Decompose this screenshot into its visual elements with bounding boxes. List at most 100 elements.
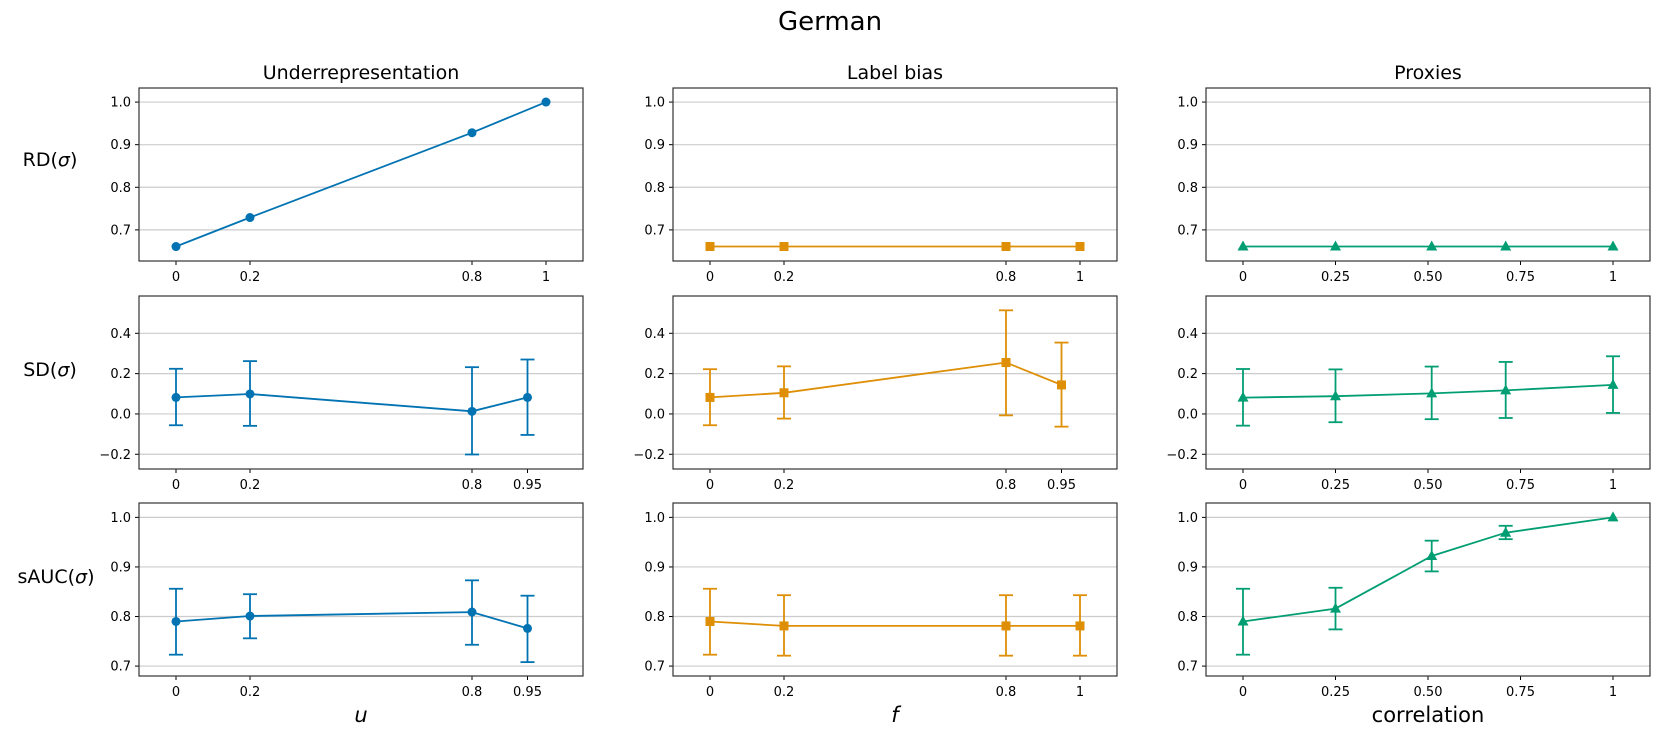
column-title-proxies: Proxies	[1394, 62, 1462, 84]
panel-rd-proxies: 0.7 0.8 0.9 1.0 0 0.25 0.50 0.75 1	[1177, 87, 1651, 285]
y-tick-label: 1.0	[644, 511, 665, 526]
row-label-sauc-name: sAUC	[18, 566, 68, 588]
y-tick-label: −0.2	[633, 448, 665, 463]
y-tick-label: 0.8	[110, 610, 131, 625]
data-point	[1330, 240, 1341, 251]
x-tick-label: 0.75	[1506, 270, 1535, 285]
data-point	[1075, 242, 1085, 252]
row-label-sauc: sAUC(σ)	[18, 566, 95, 588]
axes-frame	[138, 295, 584, 470]
y-tick-label: 1.0	[110, 96, 131, 111]
data-point	[1607, 240, 1619, 251]
data-point	[1500, 526, 1512, 537]
axes-frame	[672, 502, 1118, 677]
y-tick-label: 0.0	[644, 407, 665, 422]
column-title-underrepresentation: Underrepresentation	[263, 62, 460, 84]
panel-sd-underrepresentation: −0.2 0.0 0.2 0.4 0 0.2 0.8 0.95	[99, 295, 584, 493]
x-tick-label: 0	[172, 478, 180, 493]
x-tick-label: 0.2	[240, 270, 261, 285]
data-point	[171, 392, 181, 402]
data-point	[467, 607, 477, 617]
data-point	[1500, 240, 1512, 251]
x-tick-label: 0.50	[1414, 270, 1443, 285]
row-label-sd-symbol: σ	[57, 359, 70, 381]
x-tick-label: 0.2	[240, 478, 261, 493]
x-tick-label: 1	[1609, 478, 1617, 493]
data-point	[1075, 621, 1085, 631]
y-tick-label: −0.2	[99, 448, 131, 463]
column-title-label-bias: Label bias	[847, 62, 943, 84]
x-tick-label: 0.2	[774, 478, 795, 493]
data-point	[1607, 378, 1619, 389]
panel-sauc-underrepresentation: 0.7 0.8 0.9 1.0 0 0.2 0.8 0.95	[110, 502, 584, 700]
y-tick-label: 0.9	[1177, 560, 1198, 575]
x-tick-label: 0.2	[774, 270, 795, 285]
data-point	[1237, 391, 1249, 402]
x-tick-label: 0	[172, 685, 180, 700]
y-tick-label: 0.9	[644, 138, 665, 153]
x-tick-label: 0.25	[1321, 478, 1350, 493]
y-tick-label: −0.2	[1166, 448, 1198, 463]
row-label-sauc-symbol: σ	[75, 566, 88, 588]
data-point	[1001, 358, 1011, 368]
y-tick-label: 0.4	[644, 327, 665, 342]
axes-frame	[138, 87, 584, 262]
y-tick-label: 0.4	[1177, 327, 1198, 342]
data-point	[467, 128, 477, 138]
series-line	[175, 101, 547, 248]
xlabel-u: u	[354, 703, 367, 727]
row-label-rd: RD(σ)	[23, 149, 78, 171]
data-point	[1237, 615, 1249, 626]
y-tick-label: 1.0	[1177, 96, 1198, 111]
plot-area	[139, 503, 583, 676]
y-tick-label: 0.2	[644, 367, 665, 382]
y-tick-label: 1.0	[110, 511, 131, 526]
panel-sauc-label-bias: 0.7 0.8 0.9 1.0 0 0.2 0.8 1	[644, 502, 1118, 700]
y-tick-label: 0.8	[1177, 181, 1198, 196]
y-tick-label: 0.8	[1177, 610, 1198, 625]
data-point	[523, 623, 532, 633]
x-tick-label: 0.95	[513, 685, 542, 700]
data-point	[1330, 390, 1341, 401]
y-tick-label: 0.0	[110, 407, 131, 422]
x-tick-label: 0.50	[1414, 478, 1443, 493]
x-tick-label: 0	[706, 478, 714, 493]
plot-area	[1206, 296, 1650, 469]
data-point	[171, 242, 181, 252]
y-tick-label: 0.9	[1177, 138, 1198, 153]
x-tick-label: 0.8	[996, 478, 1017, 493]
data-point	[779, 621, 789, 631]
y-tick-label: 0.7	[644, 660, 665, 675]
y-tick-label: 1.0	[644, 96, 665, 111]
data-point	[1426, 387, 1438, 398]
plot-area	[1206, 88, 1650, 261]
data-point	[245, 213, 255, 223]
x-tick-label: 1	[1609, 685, 1617, 700]
plot-area	[139, 296, 583, 469]
axes-frame	[672, 87, 1118, 262]
y-tick-label: 0.2	[110, 367, 131, 382]
data-point	[1237, 240, 1249, 251]
plot-area	[673, 503, 1117, 676]
x-tick-label: 0	[1239, 270, 1247, 285]
x-tick-label: 0.8	[462, 685, 483, 700]
plot-area	[1206, 503, 1650, 676]
y-tick-label: 0.8	[644, 610, 665, 625]
data-point	[705, 392, 715, 402]
panel-rd-label-bias: 0.7 0.8 0.9 1.0 0 0.2 0.8 1	[644, 87, 1118, 285]
panel-sd-proxies: −0.2 0.0 0.2 0.4 0 0.25 0.50 0.75 1	[1166, 295, 1651, 493]
x-tick-label: 1	[542, 270, 550, 285]
y-tick-label: 0.7	[110, 660, 131, 675]
data-point	[171, 616, 181, 626]
data-point	[541, 97, 551, 107]
series-line	[175, 611, 528, 630]
data-point	[1001, 621, 1011, 631]
row-label-sd-name: SD	[23, 359, 50, 381]
data-point	[1330, 602, 1341, 613]
data-point	[705, 242, 715, 252]
figure-title: German	[778, 7, 882, 37]
row-label-sd: SD(σ)	[23, 359, 77, 381]
x-tick-label: 0.25	[1321, 685, 1350, 700]
y-tick-label: 0.9	[644, 560, 665, 575]
